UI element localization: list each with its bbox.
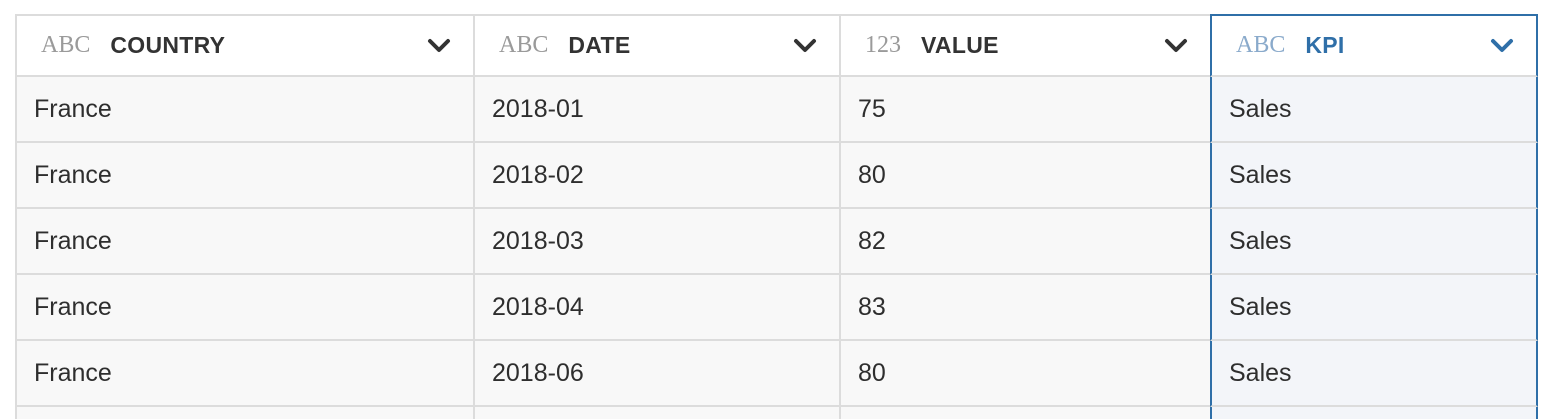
table-cell[interactable]: 80 bbox=[841, 341, 1212, 407]
cell-value: 82 bbox=[858, 226, 886, 255]
table-cell[interactable]: 2018-02 bbox=[475, 143, 841, 209]
table-row-partial bbox=[15, 407, 475, 419]
cell-value: 2018-03 bbox=[492, 226, 584, 255]
column-type-label: ABC bbox=[499, 32, 549, 58]
cell-value: Sales bbox=[1229, 94, 1292, 123]
table-cell[interactable]: France bbox=[15, 275, 475, 341]
table-row-partial bbox=[475, 407, 841, 419]
cell-value: 2018-06 bbox=[492, 358, 584, 387]
table-cell[interactable]: Sales bbox=[1210, 209, 1538, 275]
cell-value: France bbox=[34, 94, 112, 123]
table-cell[interactable]: 75 bbox=[841, 77, 1212, 143]
table-cell[interactable]: France bbox=[15, 77, 475, 143]
chevron-down-icon[interactable] bbox=[1164, 38, 1188, 54]
cell-value: Sales bbox=[1229, 292, 1292, 321]
cell-value: France bbox=[34, 292, 112, 321]
cell-value: Sales bbox=[1229, 226, 1292, 255]
column-type-label: ABC bbox=[41, 32, 91, 58]
table-cell[interactable]: France bbox=[15, 209, 475, 275]
table-cell[interactable]: 80 bbox=[841, 143, 1212, 209]
table-cell[interactable]: 2018-01 bbox=[475, 77, 841, 143]
cell-value: Sales bbox=[1229, 160, 1292, 189]
cell-value: 2018-01 bbox=[492, 94, 584, 123]
table-cell[interactable]: Sales bbox=[1210, 143, 1538, 209]
chevron-down-icon[interactable] bbox=[1490, 38, 1514, 54]
table-cell[interactable]: 82 bbox=[841, 209, 1212, 275]
table-cell[interactable]: Sales bbox=[1210, 341, 1538, 407]
cell-value: 83 bbox=[858, 292, 886, 321]
cell-value: Sales bbox=[1229, 358, 1292, 387]
table-cell[interactable]: France bbox=[15, 143, 475, 209]
cell-value: 2018-04 bbox=[492, 292, 584, 321]
column-name: COUNTRY bbox=[110, 32, 226, 58]
table-cell[interactable]: 2018-06 bbox=[475, 341, 841, 407]
column-type-label: 123 bbox=[865, 32, 901, 58]
table-row-partial bbox=[1210, 407, 1538, 419]
chevron-down-icon[interactable] bbox=[793, 38, 817, 54]
table-cell[interactable]: 83 bbox=[841, 275, 1212, 341]
table-cell[interactable]: Sales bbox=[1210, 77, 1538, 143]
cell-value: France bbox=[34, 226, 112, 255]
column-header-kpi[interactable]: ABC KPI bbox=[1210, 14, 1538, 77]
table-row-partial bbox=[841, 407, 1212, 419]
column-name: KPI bbox=[1305, 32, 1345, 58]
column-name: DATE bbox=[568, 32, 631, 58]
table-cell[interactable]: France bbox=[15, 341, 475, 407]
data-table: ABC COUNTRY ABC DATE 123 VALUE ABC KPI F… bbox=[15, 14, 1538, 419]
cell-value: France bbox=[34, 358, 112, 387]
cell-value: 2018-02 bbox=[492, 160, 584, 189]
column-header-country[interactable]: ABC COUNTRY bbox=[15, 14, 475, 77]
cell-value: 75 bbox=[858, 94, 886, 123]
column-header-date[interactable]: ABC DATE bbox=[475, 14, 841, 77]
table-cell[interactable]: 2018-03 bbox=[475, 209, 841, 275]
table-cell[interactable]: 2018-04 bbox=[475, 275, 841, 341]
cell-value: 80 bbox=[858, 358, 886, 387]
column-header-value[interactable]: 123 VALUE bbox=[841, 14, 1212, 77]
cell-value: France bbox=[34, 160, 112, 189]
column-type-label: ABC bbox=[1236, 32, 1286, 58]
chevron-down-icon[interactable] bbox=[427, 38, 451, 54]
cell-value: 80 bbox=[858, 160, 886, 189]
table-cell[interactable]: Sales bbox=[1210, 275, 1538, 341]
column-name: VALUE bbox=[921, 32, 999, 58]
